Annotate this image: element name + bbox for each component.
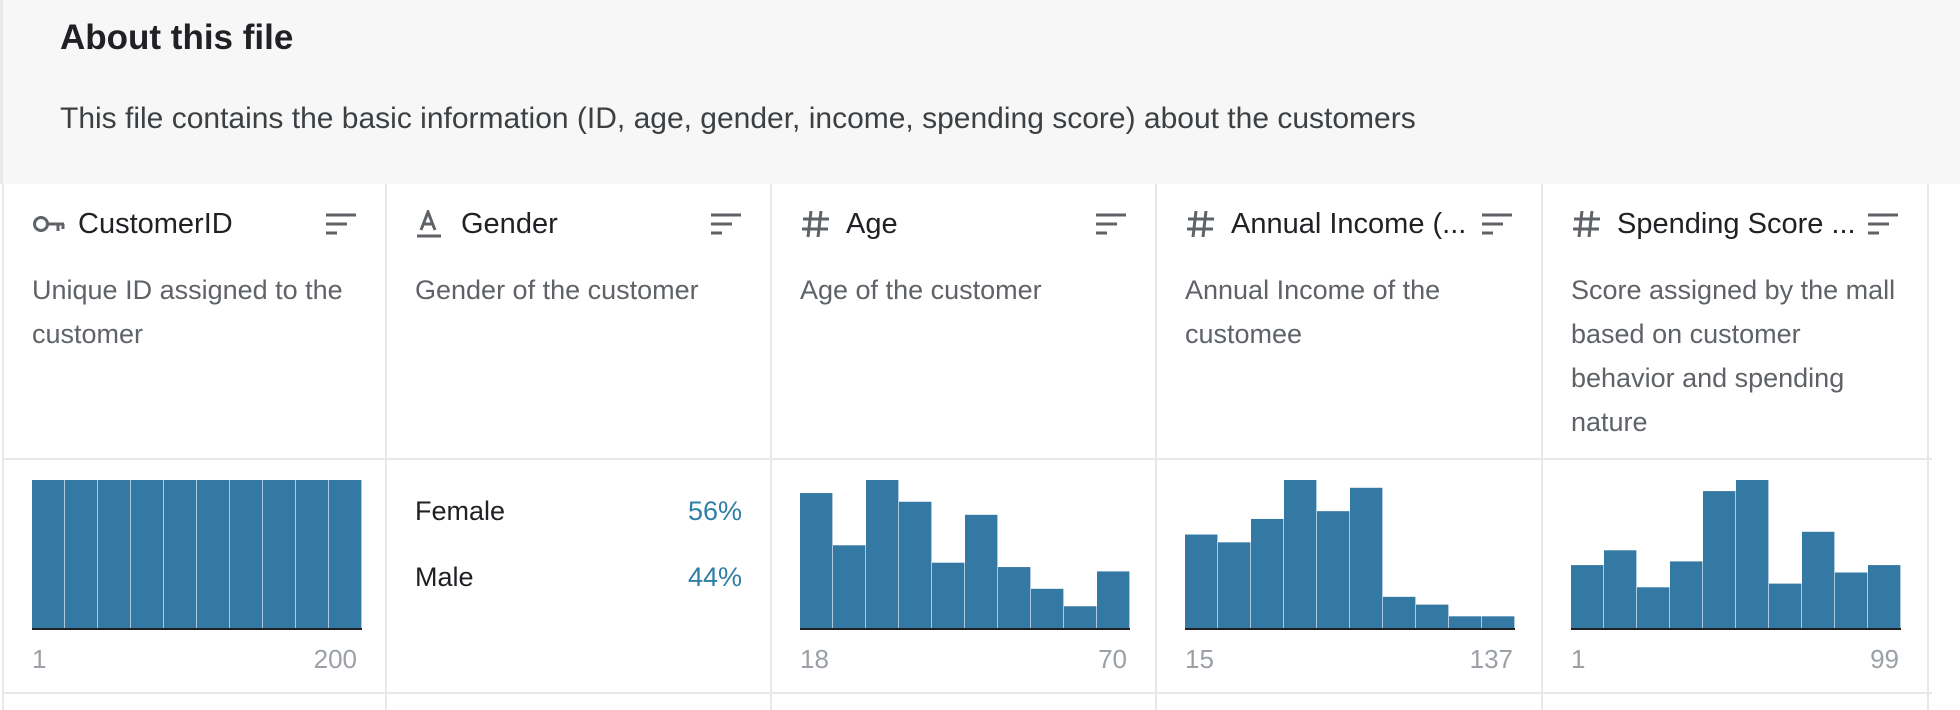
column-name[interactable]: Annual Income (... xyxy=(1231,208,1467,240)
category-row: Male 44% xyxy=(415,562,742,602)
row-divider xyxy=(4,692,1932,694)
histogram-bar[interactable] xyxy=(131,480,164,628)
histogram-bar[interactable] xyxy=(1868,565,1901,628)
histogram xyxy=(800,480,1130,630)
histogram-bar[interactable] xyxy=(866,480,899,628)
column-description: Unique ID assigned to the customer xyxy=(32,275,343,349)
histogram-bar[interactable] xyxy=(1383,596,1416,628)
column-header: Gender xyxy=(415,202,742,246)
column-header: Age xyxy=(800,202,1127,246)
histogram-bar[interactable] xyxy=(1097,571,1130,628)
column-name[interactable]: Spending Score ... xyxy=(1617,208,1856,240)
histogram-bar[interactable] xyxy=(197,480,230,628)
histogram-bar[interactable] xyxy=(965,514,998,628)
histogram-bar[interactable] xyxy=(1284,480,1317,628)
sort-icon[interactable] xyxy=(1481,212,1513,236)
histogram-bar[interactable] xyxy=(1482,616,1515,628)
range-max: 200 xyxy=(313,644,357,674)
histogram-bar[interactable] xyxy=(1637,587,1670,628)
histogram-bar[interactable] xyxy=(164,480,197,628)
histogram-bar[interactable] xyxy=(932,562,965,628)
sort-icon[interactable] xyxy=(325,212,357,236)
text-type-icon xyxy=(417,210,441,238)
range-min: 18 xyxy=(800,644,829,674)
category-percent: 56% xyxy=(687,496,742,526)
about-section: About this file This file contains the b… xyxy=(0,0,1960,184)
column-grid: CustomerID Unique ID assigned to the cus… xyxy=(2,184,1932,710)
range-min: 1 xyxy=(32,644,47,674)
column-name[interactable]: Age xyxy=(846,208,898,240)
column-description: Annual Income of the customee xyxy=(1185,275,1441,349)
histogram-bar[interactable] xyxy=(1604,550,1637,628)
histogram-bar[interactable] xyxy=(1185,534,1218,628)
hash-icon xyxy=(1573,210,1600,238)
histogram-bar[interactable] xyxy=(32,480,65,628)
range-max: 99 xyxy=(1870,644,1899,674)
column-header: Annual Income (... xyxy=(1185,202,1513,246)
row-divider xyxy=(4,458,1932,460)
histogram-bar[interactable] xyxy=(296,480,329,628)
hash-icon xyxy=(1187,210,1214,238)
histogram-bar[interactable] xyxy=(230,480,263,628)
sort-icon[interactable] xyxy=(710,212,742,236)
histogram-bar[interactable] xyxy=(1571,565,1604,628)
histogram-bar[interactable] xyxy=(1703,491,1736,628)
histogram-bar[interactable] xyxy=(1031,588,1064,628)
column-spending-score: Spending Score ... Score assigned by the… xyxy=(1543,184,1929,710)
histogram-bar[interactable] xyxy=(1064,606,1097,628)
column-name[interactable]: CustomerID xyxy=(78,208,233,240)
histogram-bar[interactable] xyxy=(1835,572,1868,629)
column-description: Age of the customer xyxy=(800,275,1042,305)
column-customerid: CustomerID Unique ID assigned to the cus… xyxy=(2,184,387,710)
histogram-bar[interactable] xyxy=(98,480,131,628)
category-label: Female xyxy=(415,496,506,526)
histogram-bar[interactable] xyxy=(1736,480,1769,628)
about-description: This file contains the basic information… xyxy=(60,102,1416,135)
histogram-bar[interactable] xyxy=(1769,583,1802,628)
histogram-bar[interactable] xyxy=(1350,487,1383,628)
range-max: 137 xyxy=(1469,644,1513,674)
histogram-bar[interactable] xyxy=(329,480,362,628)
category-label: Male xyxy=(415,562,474,592)
histogram-bar[interactable] xyxy=(899,501,932,628)
histogram-bar[interactable] xyxy=(1416,604,1449,628)
column-annual-income: Annual Income (... Annual Income of the … xyxy=(1157,184,1543,710)
histogram-bar[interactable] xyxy=(65,480,98,628)
histogram-bar[interactable] xyxy=(833,545,866,628)
column-gender: Gender Gender of the customer Female 56%… xyxy=(387,184,772,710)
histogram-bar[interactable] xyxy=(1251,518,1284,628)
column-description: Score assigned by the mall based on cust… xyxy=(1571,275,1896,437)
histogram-bar[interactable] xyxy=(1317,511,1350,628)
column-description: Gender of the customer xyxy=(415,275,699,305)
column-age: Age Age of the customer 18 70 xyxy=(772,184,1157,710)
histogram-bar[interactable] xyxy=(1449,616,1482,628)
range-min: 15 xyxy=(1185,644,1214,674)
column-name[interactable]: Gender xyxy=(461,208,558,240)
sort-icon[interactable] xyxy=(1095,212,1127,236)
histogram xyxy=(1571,480,1901,630)
histogram-bar[interactable] xyxy=(1218,542,1251,628)
histogram-bar[interactable] xyxy=(1670,561,1703,628)
range-min: 1 xyxy=(1571,644,1586,674)
hash-icon xyxy=(802,210,829,238)
histogram-bar[interactable] xyxy=(1802,531,1835,628)
histogram xyxy=(1185,480,1515,630)
sort-icon[interactable] xyxy=(1867,212,1899,236)
histogram xyxy=(32,480,362,630)
histogram-bar[interactable] xyxy=(998,567,1031,628)
category-row: Female 56% xyxy=(415,496,742,536)
column-header: Spending Score ... xyxy=(1571,202,1899,246)
range-max: 70 xyxy=(1098,644,1127,674)
histogram-bar[interactable] xyxy=(263,480,296,628)
key-icon xyxy=(33,216,65,232)
category-percent: 44% xyxy=(687,562,742,592)
histogram-bar[interactable] xyxy=(800,493,833,628)
column-header: CustomerID xyxy=(32,202,357,246)
about-title: About this file xyxy=(60,18,294,57)
